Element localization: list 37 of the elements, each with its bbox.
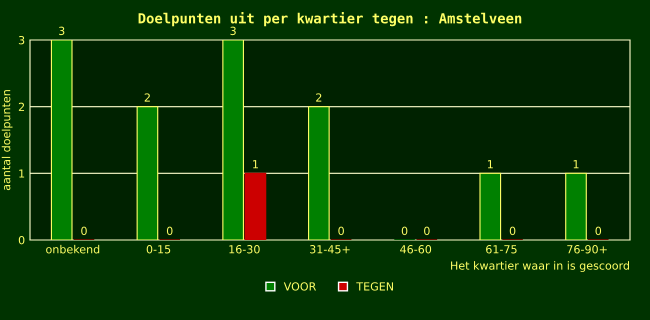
x-tick-label: 16-30	[229, 245, 260, 254]
y-tick-label: 2	[18, 102, 24, 111]
x-tick-label: 0-15	[146, 245, 170, 254]
bar	[565, 172, 587, 240]
x-tick-label: 31-45+	[310, 245, 350, 254]
chart-title: Doelpunten uit per kwartier tegen : Amstelveen	[138, 12, 522, 26]
data-label: 0	[424, 226, 430, 236]
data-label: 1	[253, 160, 258, 168]
x-axis-title: Het kwartier waar in is gescoord	[451, 261, 629, 272]
data-label: 0	[510, 226, 516, 236]
data-label: 1	[488, 160, 493, 168]
bar	[222, 40, 244, 240]
bar	[244, 172, 266, 240]
x-tick-label: 46-60	[400, 245, 432, 254]
y-axis-title: aantal doelpunten	[2, 90, 13, 190]
data-label: 3	[59, 26, 64, 36]
data-label: 2	[316, 93, 322, 102]
bar	[136, 106, 158, 240]
data-label: 0	[338, 226, 344, 236]
bar	[50, 40, 73, 240]
legend-label: TEGEN	[356, 282, 393, 291]
bar	[479, 172, 502, 240]
data-label: 2	[144, 93, 150, 102]
y-tick-label: 0	[18, 236, 24, 244]
y-tick-label: 1	[19, 169, 24, 178]
data-label: 1	[574, 160, 579, 168]
data-label: 0	[595, 226, 602, 236]
x-tick-label: 61-75	[486, 245, 517, 254]
data-label: 0	[402, 226, 408, 236]
data-label: 3	[230, 26, 236, 36]
y-tick-label: 3	[18, 36, 24, 44]
legend-label: VOOR	[284, 282, 316, 291]
data-label: 0	[81, 226, 87, 236]
bar	[308, 106, 330, 240]
data-label: 0	[166, 226, 173, 236]
x-tick-label: onbekend	[46, 244, 100, 254]
x-tick-label: 76-90+	[567, 245, 607, 254]
